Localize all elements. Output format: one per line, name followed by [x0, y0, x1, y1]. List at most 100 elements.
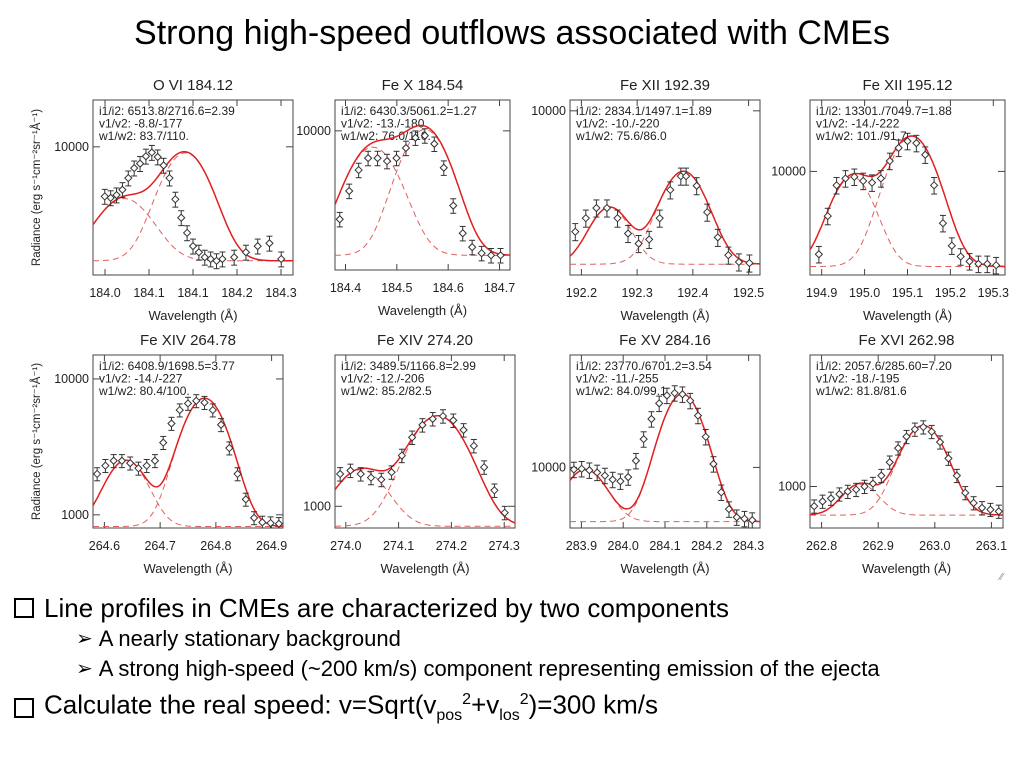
x-tick-label: 195.1 — [892, 286, 923, 300]
data-point — [467, 242, 477, 252]
data-point — [703, 207, 712, 217]
chart-panel: Fe X 184.54 184.4 184.5 184.6 184.7 10000 Wave… — [296, 77, 515, 318]
data-point — [569, 465, 579, 474]
data-point — [608, 475, 617, 484]
data-point — [449, 416, 458, 425]
data-point — [634, 239, 643, 248]
data-point — [927, 427, 936, 436]
x-axis-label: Wavelength (Å) — [148, 308, 237, 323]
y-tick-label: 10000 — [771, 164, 806, 178]
fit-annotation: i1/i2: 6430.3/5061.2=1.27 — [341, 104, 477, 118]
data-point — [745, 258, 754, 268]
x-tick-label: 184.1 — [133, 286, 164, 300]
data-point — [430, 139, 439, 149]
x-tick-label: 184.5 — [381, 281, 412, 295]
data-point — [200, 398, 209, 407]
data-point — [124, 173, 133, 183]
data-point — [956, 252, 965, 261]
data-point — [965, 257, 974, 266]
data-point — [631, 456, 641, 465]
y-tick-label: 10000 — [531, 104, 566, 118]
data-point — [387, 468, 396, 477]
plot-frame — [809, 354, 1004, 529]
data-point — [100, 192, 109, 201]
data-point — [277, 254, 286, 264]
data-point — [935, 437, 945, 447]
data-point — [225, 443, 234, 453]
data-point — [134, 464, 143, 473]
data-point — [129, 163, 139, 173]
data-point — [623, 472, 633, 482]
data-point — [344, 186, 354, 196]
panel-title: O VI 184.12 — [153, 77, 233, 94]
data-point — [500, 508, 509, 517]
sub-bullet-text: A nearly stationary background — [98, 626, 401, 651]
data-point — [867, 178, 877, 187]
data-point — [961, 488, 970, 498]
data-point — [894, 143, 903, 153]
data-point — [216, 420, 226, 429]
x-tick-label: 192.5 — [733, 286, 764, 300]
data-point — [241, 495, 251, 504]
panel-title: Fe XVI 262.98 — [859, 332, 955, 349]
data-point — [977, 503, 987, 513]
data-point — [135, 159, 145, 168]
y-tick-label: 1000 — [61, 508, 89, 522]
data-point — [407, 433, 417, 442]
x-tick-label: 274.0 — [330, 539, 361, 553]
fit-annotation: v1/v2: -18./-195 — [816, 372, 900, 386]
data-point — [991, 261, 1001, 270]
bullet-real-speed: Calculate the real speed: v=Sqrt(vpos2+v… — [14, 684, 1020, 732]
data-point — [581, 213, 591, 223]
fit-component-line — [810, 135, 1005, 267]
data-point — [858, 176, 868, 186]
corner-mark: ⁄⁄ — [1000, 572, 1004, 583]
data-point — [974, 259, 983, 269]
fit-annotation: w1/w2: 101./91.7 — [815, 129, 907, 143]
x-tick-label: 184.2 — [221, 286, 252, 300]
data-point — [418, 420, 427, 430]
checkbox-bullet-icon — [14, 697, 34, 718]
data-point — [902, 432, 911, 441]
x-tick-label: 194.9 — [806, 286, 837, 300]
data-point — [639, 434, 648, 444]
data-point — [92, 469, 102, 479]
data-point — [929, 181, 939, 190]
x-tick-label: 274.2 — [436, 539, 467, 553]
data-point — [947, 241, 957, 250]
x-axis-label: Wavelength (Å) — [378, 303, 467, 318]
data-point — [734, 257, 744, 267]
data-point — [809, 501, 819, 511]
x-axis-label: Wavelength (Å) — [863, 308, 952, 323]
fit-annotation: i1/i2: 2834.1/1497.1=1.89 — [576, 104, 712, 118]
data-point — [843, 487, 852, 496]
panel-title: Fe XIV 264.78 — [140, 332, 236, 349]
data-point — [274, 519, 284, 528]
x-axis-label: Wavelength (Å) — [620, 561, 709, 576]
fit-component-line — [570, 393, 760, 523]
data-point — [885, 156, 894, 166]
fit-annotation: v1/v2: -12./-206 — [341, 372, 425, 386]
data-point — [200, 253, 209, 262]
plot-frame — [334, 354, 516, 529]
data-point — [175, 405, 184, 415]
x-tick-label: 184.1 — [177, 286, 208, 300]
data-point — [818, 497, 827, 506]
arrow-bullet-icon: ➢ — [76, 658, 93, 680]
data-point — [354, 165, 363, 175]
data-point — [616, 477, 625, 486]
bullet-text: Line profiles in CMEs are characterized … — [44, 593, 729, 623]
sub-bullet-text: A strong high-speed (~200 km/s) componen… — [98, 656, 880, 681]
data-point — [903, 136, 912, 146]
x-tick-label: 195.2 — [935, 286, 966, 300]
x-axis-label: Wavelength (Å) — [143, 561, 232, 576]
x-tick-label: 283.9 — [566, 539, 597, 553]
data-point — [832, 181, 841, 190]
data-point — [150, 456, 160, 465]
data-point — [147, 148, 157, 157]
data-point — [740, 514, 749, 523]
data-point — [986, 505, 995, 514]
fit-annotation: w1/w2: 75.6/86.0 — [575, 129, 667, 143]
data-point — [851, 485, 861, 494]
data-point — [428, 414, 437, 424]
